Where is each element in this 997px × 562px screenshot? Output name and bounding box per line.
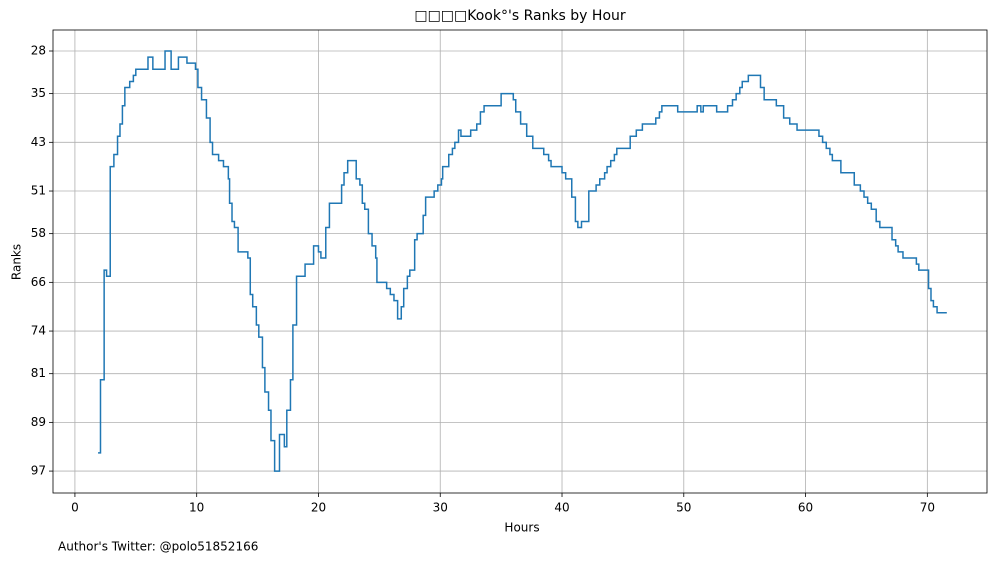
y-tick-label: 66 <box>31 275 46 289</box>
step-line <box>98 50 947 472</box>
y-tick-label: 89 <box>31 415 46 429</box>
y-tick-label: 81 <box>31 366 46 380</box>
y-tick-label: 51 <box>31 184 46 198</box>
x-tick-label: 50 <box>676 501 691 515</box>
x-tick-label: 10 <box>189 501 204 515</box>
chart-title: □□□□Kook°'s Ranks by Hour <box>414 8 626 24</box>
y-tick-label: 43 <box>31 135 46 149</box>
x-tick-label: 0 <box>71 501 79 515</box>
y-tick-label: 58 <box>31 226 46 240</box>
x-tick-label: 30 <box>433 501 448 515</box>
y-tick-label: 97 <box>31 464 46 478</box>
x-tick-label: 70 <box>920 501 935 515</box>
x-tick-label: 60 <box>798 501 813 515</box>
x-axis-label: Hours <box>504 521 539 535</box>
y-tick-label: 28 <box>31 44 46 58</box>
y-tick-label: 35 <box>31 86 46 100</box>
x-tick-label: 20 <box>311 501 326 515</box>
footnote: Author's Twitter: @polo51852166 <box>58 540 258 554</box>
y-tick-label: 74 <box>31 324 46 338</box>
x-tick-label: 40 <box>554 501 569 515</box>
plot-frame <box>52 29 988 494</box>
y-axis-label: Ranks <box>10 244 24 280</box>
